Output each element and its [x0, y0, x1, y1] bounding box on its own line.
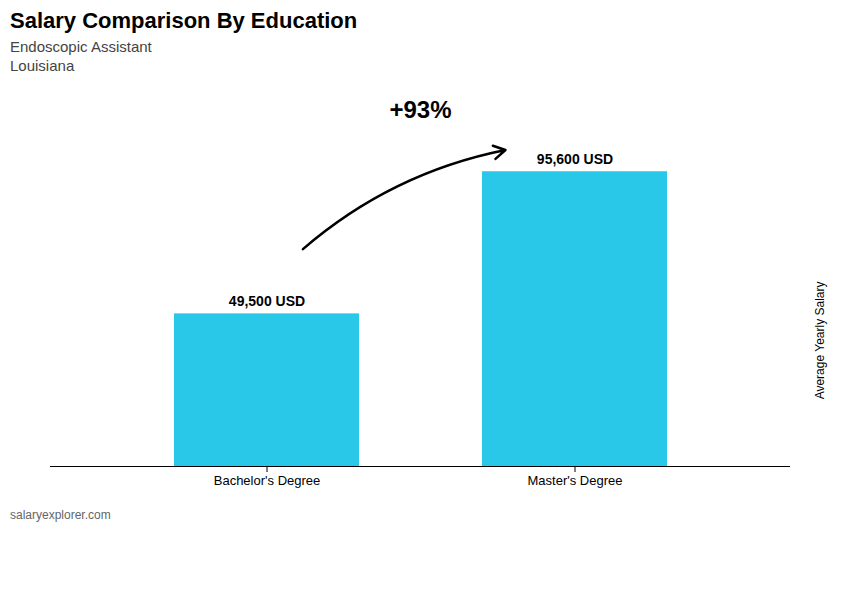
svg-text:+93%: +93% — [389, 96, 451, 123]
svg-text:Average Yearly Salary: Average Yearly Salary — [813, 282, 827, 400]
html-text:Louisiana: Louisiana — [10, 57, 75, 74]
svg-text:Bachelor's Degree: Bachelor's Degree — [214, 473, 321, 488]
html-text:Endoscopic Assistant: Endoscopic Assistant — [10, 38, 152, 55]
html-text:salaryexplorer.com: salaryexplorer.com — [10, 508, 111, 522]
svg-text:Master's Degree: Master's Degree — [528, 473, 623, 488]
svg-text:95,600 USD: 95,600 USD — [537, 151, 613, 167]
html-text:Salary Comparison By Education: Salary Comparison By Education — [10, 8, 358, 33]
svg-text:49,500 USD: 49,500 USD — [229, 293, 305, 309]
